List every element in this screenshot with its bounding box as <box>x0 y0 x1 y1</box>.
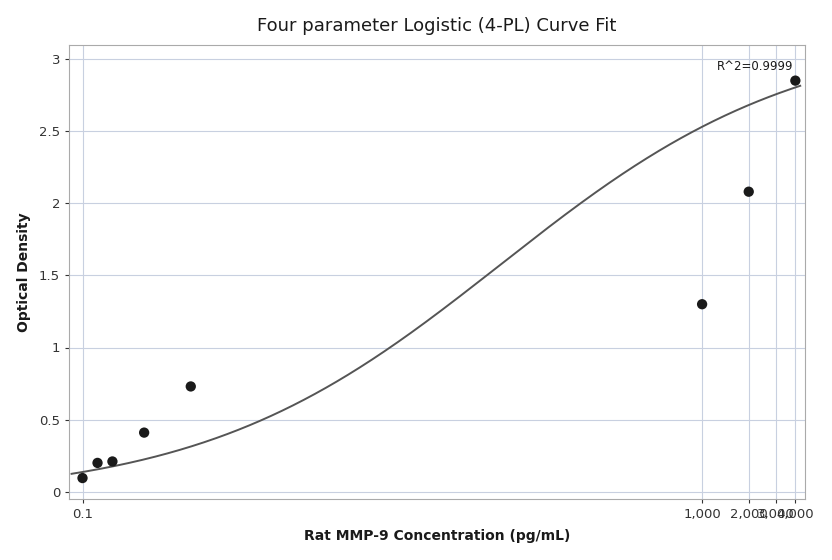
Point <box>696 300 709 309</box>
Text: R^2=0.9999: R^2=0.9999 <box>717 60 794 73</box>
Point <box>742 187 755 196</box>
Point <box>91 459 104 468</box>
Y-axis label: Optical Density: Optical Density <box>17 212 31 332</box>
Point <box>137 428 151 437</box>
Point <box>184 382 197 391</box>
Point <box>106 457 119 466</box>
Point <box>789 76 802 85</box>
Point <box>76 474 89 483</box>
X-axis label: Rat MMP-9 Concentration (pg/mL): Rat MMP-9 Concentration (pg/mL) <box>304 529 570 543</box>
Title: Four parameter Logistic (4-PL) Curve Fit: Four parameter Logistic (4-PL) Curve Fit <box>257 17 617 35</box>
